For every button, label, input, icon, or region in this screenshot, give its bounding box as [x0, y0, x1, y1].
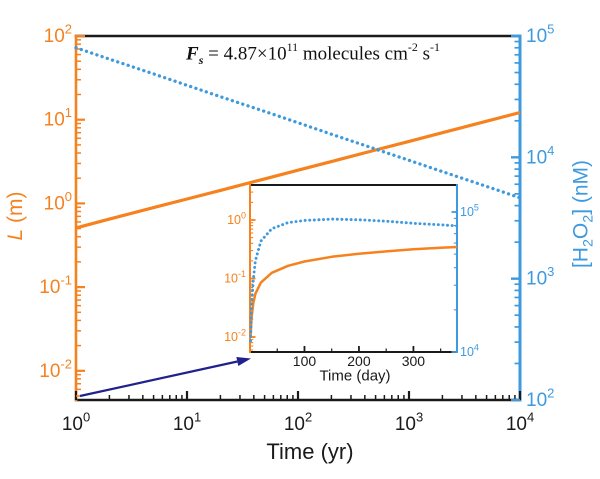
- left-tick-label: 102: [44, 21, 72, 47]
- inset-arrow-head: [236, 357, 251, 366]
- left-tick-label: 10-2: [39, 356, 72, 382]
- x-tick-label: 102: [284, 409, 312, 435]
- x-tick-label: 103: [395, 409, 423, 435]
- x-tick-label: 101: [173, 409, 201, 435]
- right-tick-label: 103: [526, 264, 554, 290]
- inset-series-h2o2: [249, 217, 459, 343]
- inset-right-tick-label: 105: [460, 202, 479, 219]
- main-series-h2o2: [74, 46, 522, 200]
- flux-annotation: Fs = 4.87×1011 molecules cm-2 s-1: [186, 40, 440, 68]
- inset-left-tick-label: 10-2: [224, 327, 246, 344]
- inset-left-tick-label: 10-1: [224, 269, 246, 286]
- inset-x-tick-label: 300: [402, 353, 426, 369]
- x-tick-label: 100: [62, 409, 90, 435]
- inset-left-tick-label: 100: [227, 210, 246, 227]
- inset-x-tick-label: 200: [347, 353, 371, 369]
- right-tick-label: 105: [526, 21, 554, 47]
- right-tick-label: 104: [526, 143, 554, 169]
- left-tick-label: 100: [44, 189, 72, 215]
- inset-series-L: [249, 245, 458, 338]
- inset-x-tick-label: 100: [293, 353, 317, 369]
- inset-x-axis-title: Time (day): [319, 367, 391, 385]
- right-tick-label: 102: [526, 385, 554, 411]
- left-axis-title-L-m: L (m): [4, 191, 27, 241]
- left-tick-label: 10-1: [39, 273, 72, 299]
- main-series-L: [75, 110, 521, 230]
- x-tick-label: 104: [506, 409, 534, 435]
- inset-arrow-shaft: [79, 360, 238, 398]
- inset-right-tick-label: 104: [460, 342, 479, 359]
- right-axis-title-h2o2: [H2O2] (nM): [569, 159, 597, 269]
- x-axis-title: Time (yr): [266, 439, 354, 464]
- left-tick-label: 101: [44, 105, 72, 131]
